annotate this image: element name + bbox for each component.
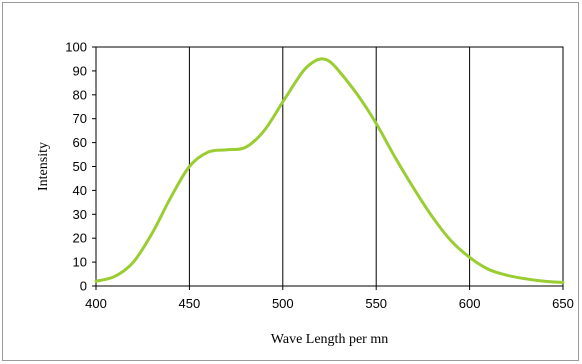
plot-area bbox=[95, 46, 564, 287]
y-tick-label: 30 bbox=[73, 207, 87, 222]
x-tick-label: 500 bbox=[272, 296, 294, 311]
chart-frame: 400 450 500 550 600 650 0 10 20 30 40 50 60 70 80 90 10… bbox=[2, 2, 579, 361]
y-axis-ticks: 0 10 20 30 40 50 60 70 80 90 100 bbox=[65, 40, 96, 294]
y-tick-label: 90 bbox=[73, 63, 87, 78]
x-tick-label: 550 bbox=[365, 296, 387, 311]
y-tick-label: 0 bbox=[80, 279, 87, 294]
y-tick-label: 10 bbox=[73, 255, 87, 270]
y-tick-label: 50 bbox=[73, 159, 87, 174]
x-tick-label: 450 bbox=[179, 296, 201, 311]
gridlines bbox=[188, 47, 471, 286]
x-tick-label: 600 bbox=[459, 296, 481, 311]
y-tick-label: 80 bbox=[73, 87, 87, 102]
y-tick-label: 100 bbox=[65, 40, 87, 55]
x-axis-title: Wave Length per mn bbox=[271, 332, 388, 347]
y-tick-label: 60 bbox=[73, 135, 87, 150]
x-axis-ticks: 400 450 500 550 600 650 bbox=[85, 286, 574, 311]
y-tick-label: 40 bbox=[73, 183, 87, 198]
x-tick-label: 650 bbox=[552, 296, 574, 311]
line-chart: 400 450 500 550 600 650 0 10 20 30 40 50 60 70 80 90 10… bbox=[36, 40, 574, 348]
y-tick-label: 70 bbox=[73, 111, 87, 126]
y-axis-title: Intensity bbox=[36, 142, 51, 191]
series-line bbox=[94, 57, 565, 284]
x-tick-label: 400 bbox=[85, 296, 107, 311]
series bbox=[94, 57, 565, 284]
y-tick-label: 20 bbox=[73, 231, 87, 246]
